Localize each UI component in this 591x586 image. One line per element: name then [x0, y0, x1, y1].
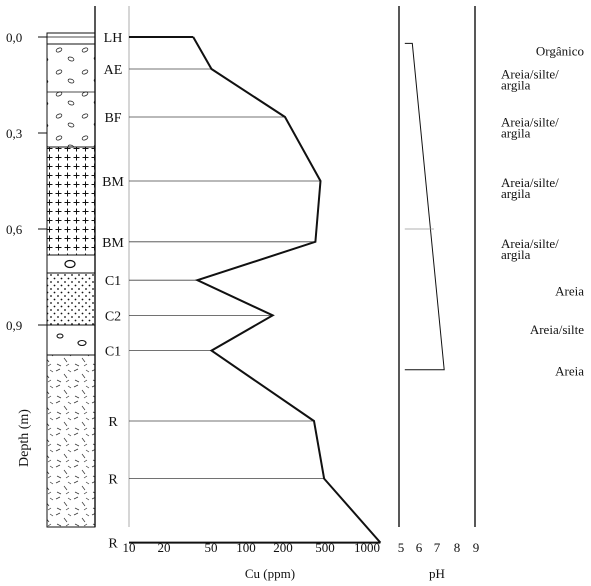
horizon-label-bg	[98, 469, 128, 487]
depth-ticks: 0,0 0,3 0,6 0,9	[6, 30, 47, 333]
horizon-label-bg	[98, 533, 128, 551]
texture-label: Areia/silte/	[501, 114, 559, 129]
horizon-markers: LH AE BF BM BM C1 C2 C1 R R R	[98, 28, 128, 552]
ph-tick-label: 5	[398, 540, 405, 555]
ph-tick-label: 9	[473, 540, 480, 555]
ph-axis-title: pH	[429, 566, 445, 581]
horizon-label: BM	[102, 175, 124, 190]
depth-tick-label: 0,9	[6, 318, 22, 333]
horizon-label-bg	[98, 341, 128, 359]
cu-tick-label: 50	[205, 540, 218, 555]
cu-tick-label: 10	[123, 540, 136, 555]
texture-label: Areia/silte/	[501, 66, 559, 81]
ph-tick-label: 8	[454, 540, 461, 555]
litho-dots	[46, 272, 96, 326]
depth-tick-label: 0,3	[6, 126, 22, 141]
litho-gravel-2	[46, 324, 96, 356]
texture-labels: OrgânicoAreia/silte/argilaAreia/silte/ar…	[501, 43, 584, 378]
cu-tick-label: 100	[236, 540, 256, 555]
texture-label: Orgânico	[536, 43, 584, 58]
depth-tick-label: 0,0	[6, 30, 22, 45]
cu-outline	[192, 36, 382, 544]
texture-label: Areia/silte	[530, 322, 584, 337]
gravel-clast	[56, 333, 64, 339]
litho-gravel	[46, 254, 96, 274]
horizon-label: C1	[105, 345, 121, 360]
horizon-label-bg	[98, 271, 128, 289]
ph-tick-label: 7	[434, 540, 441, 555]
ph-profile	[404, 42, 445, 371]
depth-axis-title: Depth (m)	[17, 409, 32, 467]
horizon-label-bg	[98, 28, 128, 45]
texture-label: Areia/silte/	[501, 236, 559, 251]
texture-label-line2: argila	[501, 125, 531, 140]
horizon-label: R	[108, 415, 118, 430]
cu-tick-label: 20	[158, 540, 171, 555]
lithology-column	[46, 32, 96, 528]
horizon-label: C1	[105, 274, 121, 289]
horizon-label: R	[108, 473, 118, 488]
litho-crosses	[46, 146, 96, 256]
cu-tick-label: 1000	[354, 540, 380, 555]
horizon-label-bg	[98, 412, 128, 429]
cu-axis-title: Cu (ppm)	[245, 566, 295, 581]
litho-pebble	[46, 43, 96, 148]
horizon-label-bg	[98, 108, 128, 125]
horizon-label-bg	[98, 232, 128, 250]
horizon-label: R	[108, 537, 118, 552]
horizon-label-bg	[98, 60, 128, 77]
horizon-label: LH	[104, 31, 123, 46]
ph-tick-label: 6	[416, 540, 423, 555]
texture-label: Areia/silte/	[501, 175, 559, 190]
ph-ticks: 5 6 7 8 9	[398, 540, 480, 555]
horizon-label-bg	[98, 172, 128, 189]
horizon-label: C2	[105, 309, 121, 324]
cu-profile	[129, 36, 382, 544]
texture-label-line2: argila	[501, 186, 531, 201]
texture-label: Areia	[555, 363, 584, 378]
horizon-label-bg	[98, 306, 128, 324]
horizon-label: BM	[102, 236, 124, 251]
cu-tick-label: 500	[315, 540, 335, 555]
texture-label-line2: argila	[501, 247, 531, 262]
horizon-label: BF	[104, 111, 121, 126]
texture-label: Areia	[555, 283, 584, 298]
gravel-clast	[64, 259, 76, 269]
horizon-label: AE	[104, 63, 123, 78]
texture-label-line2: argila	[501, 77, 531, 92]
cu-ticks: 10 20 50 100 200 500 1000	[123, 540, 381, 555]
litho-rock	[46, 354, 96, 528]
ph-outline	[404, 42, 445, 371]
cu-tick-label: 200	[273, 540, 293, 555]
litho-organic	[46, 32, 96, 45]
gravel-clast	[77, 339, 87, 347]
depth-tick-label: 0,6	[6, 222, 23, 237]
